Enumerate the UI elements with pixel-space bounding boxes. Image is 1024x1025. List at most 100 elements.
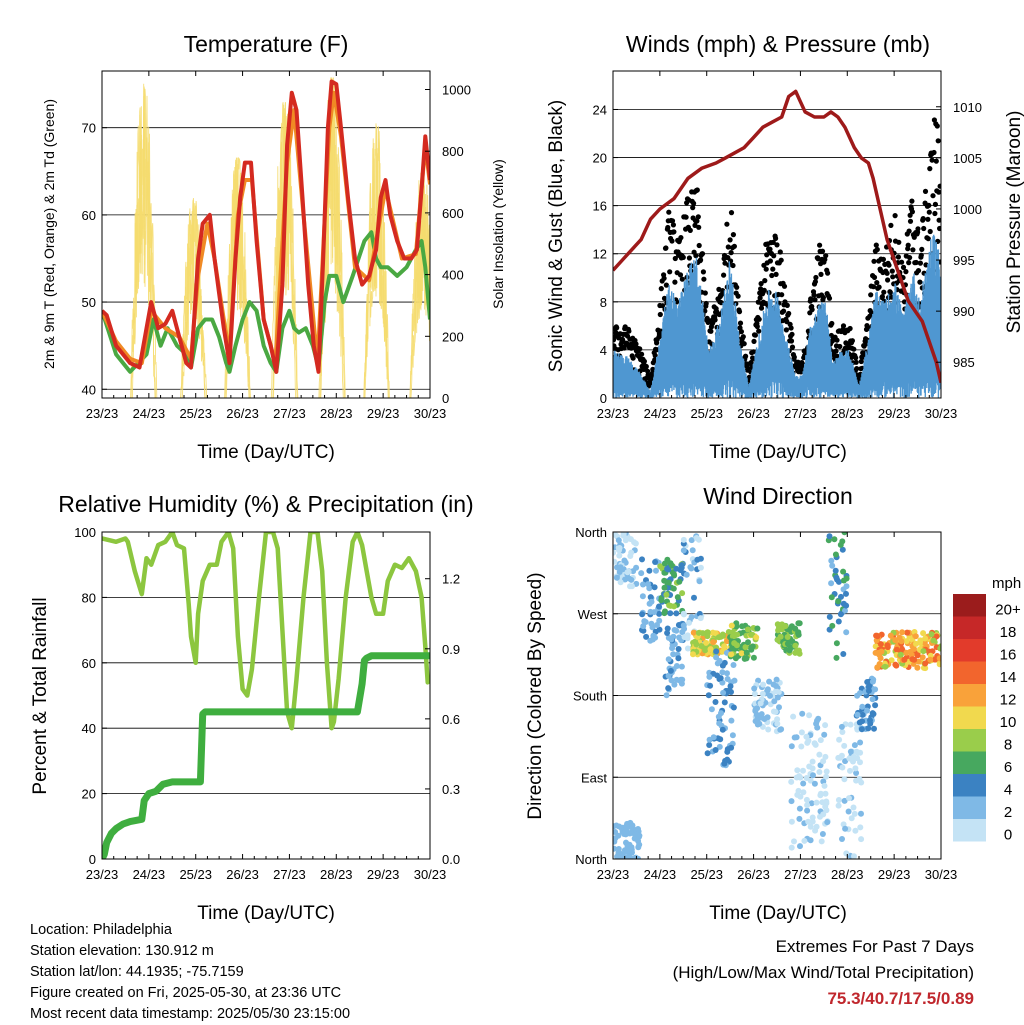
direction-point xyxy=(877,641,884,648)
direction-point xyxy=(904,629,911,636)
gust-point xyxy=(737,320,744,326)
gust-point xyxy=(643,363,649,370)
direction-point xyxy=(797,843,803,850)
direction-point xyxy=(803,733,810,740)
gust-point xyxy=(925,236,931,242)
direction-point xyxy=(760,681,767,688)
direction-point xyxy=(624,841,631,848)
gust-point xyxy=(849,338,856,344)
gust-point xyxy=(773,271,779,277)
direction-point xyxy=(639,593,646,600)
gust-point xyxy=(731,243,738,249)
direction-point xyxy=(727,683,734,690)
gust-point xyxy=(751,349,757,355)
colorbar-title: mph xyxy=(992,575,1021,592)
direction-point xyxy=(688,565,695,572)
direction-point xyxy=(832,551,839,558)
direction-point xyxy=(848,815,855,822)
extremes-title: Extremes For Past 7 Days xyxy=(775,937,974,956)
direction-point xyxy=(813,823,820,830)
direction-point xyxy=(666,602,673,609)
gust-point xyxy=(896,239,902,245)
direction-point xyxy=(620,532,627,537)
direction-point xyxy=(798,729,805,736)
extremes-box: Extremes For Past 7 Days (High/Low/Max W… xyxy=(673,934,974,1012)
direction-point xyxy=(915,658,922,665)
direction-point xyxy=(613,845,618,852)
humidity-panel: Relative Humidity (%) & Precipitation (i… xyxy=(30,491,474,924)
direction-point xyxy=(857,690,863,697)
colorbar-label: 4 xyxy=(1004,782,1012,799)
rh-ytick-label: 60 xyxy=(82,656,96,671)
gust-point xyxy=(809,307,815,313)
gust-point xyxy=(690,205,696,211)
direction-point xyxy=(800,767,806,774)
direction-point xyxy=(865,687,872,694)
gust-point xyxy=(727,237,733,243)
gust-point xyxy=(778,257,784,263)
direction-point xyxy=(635,844,642,851)
temp-ytick-label: 40 xyxy=(82,382,96,397)
direction-point xyxy=(798,743,805,750)
direction-point xyxy=(846,795,852,802)
direction-point xyxy=(645,581,651,588)
direction-point xyxy=(778,726,785,733)
direction-point xyxy=(774,694,781,701)
direction-point xyxy=(629,583,635,590)
gust-point xyxy=(888,222,894,228)
direction-point xyxy=(818,838,825,845)
direction-point xyxy=(930,637,937,644)
gust-point xyxy=(817,242,823,248)
direction-point xyxy=(639,556,645,563)
gust-point xyxy=(813,274,819,281)
direction-point xyxy=(851,742,858,749)
direction-point xyxy=(680,536,687,543)
rh-y2tick-label: 0.6 xyxy=(442,712,460,727)
direction-point xyxy=(733,623,740,630)
dir-xtick-label: 23/23 xyxy=(597,867,630,882)
gust-point xyxy=(730,262,736,269)
direction-point xyxy=(717,736,724,743)
winds-title: Winds (mph) & Pressure (mb) xyxy=(626,31,930,57)
colorbar-label: 6 xyxy=(1004,759,1012,776)
direction-point xyxy=(813,799,820,806)
direction-point xyxy=(858,810,864,817)
gust-point xyxy=(730,232,737,238)
gust-point xyxy=(815,256,821,262)
direction-point xyxy=(621,831,628,837)
solar-trace xyxy=(130,83,156,398)
gust-point xyxy=(702,290,708,296)
gust-point xyxy=(639,351,645,357)
direction-point xyxy=(654,622,660,628)
wind-ytick-label: 8 xyxy=(600,295,607,310)
winds-panel: Winds (mph) & Pressure (mb) 0 4 8 12 16 20 24 9… xyxy=(546,31,1024,463)
direction-point xyxy=(796,805,803,812)
direction-point xyxy=(857,739,864,746)
gust-point xyxy=(712,317,718,323)
direction-point xyxy=(706,673,713,680)
direction-point xyxy=(867,717,873,724)
direction-point xyxy=(903,638,910,645)
direction-point xyxy=(841,742,848,749)
direction-point xyxy=(829,622,836,629)
wind-y2tick-label: 1005 xyxy=(953,151,982,166)
direction-point xyxy=(803,775,810,781)
winds-xlabel: Time (Day/UTC) xyxy=(709,442,847,463)
direction-point xyxy=(613,549,617,556)
direction-point xyxy=(928,631,935,638)
direction-point xyxy=(784,634,791,640)
direction-point xyxy=(839,836,845,842)
gust-point xyxy=(880,256,887,262)
temp-xtick-label: 24/23 xyxy=(133,406,166,421)
direction-point xyxy=(745,639,751,646)
direction-point xyxy=(667,610,674,617)
direction-point xyxy=(639,611,646,618)
direction-point xyxy=(784,640,791,647)
direction-point xyxy=(922,660,929,667)
temp-ytick-label: 60 xyxy=(82,208,96,223)
temp-xtick-label: 23/23 xyxy=(86,406,119,421)
direction-point xyxy=(658,597,665,604)
direction-point xyxy=(839,729,846,735)
winds-ylabel-right: Station Pressure (Maroon) xyxy=(1004,111,1024,334)
rh-ytick-label: 0 xyxy=(89,852,96,867)
